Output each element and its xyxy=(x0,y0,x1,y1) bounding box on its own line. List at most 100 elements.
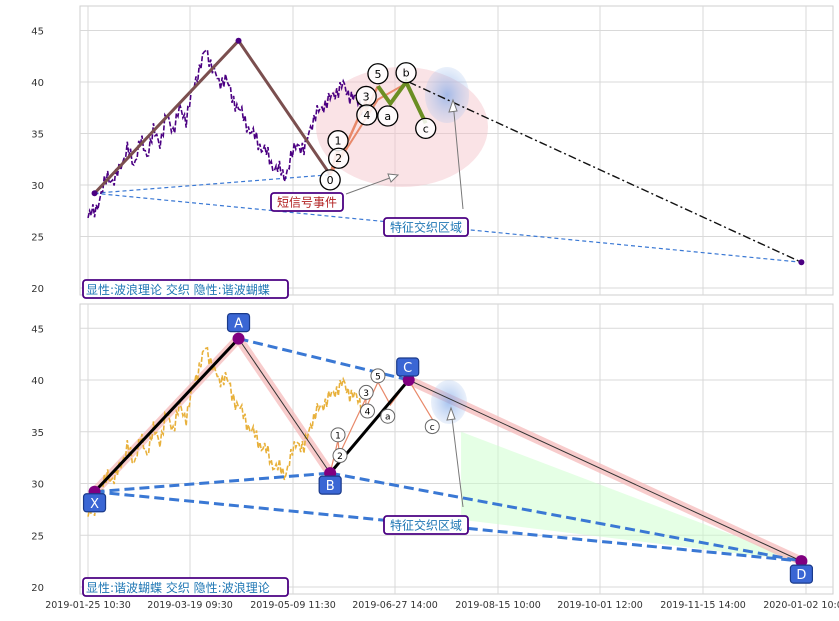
legend-box-bottom xyxy=(82,577,289,597)
small-wave-label-c: c xyxy=(430,423,435,433)
small-wave-label-2: 2 xyxy=(337,452,343,462)
small-wave-circle xyxy=(359,403,375,419)
point-label-A: A xyxy=(234,317,243,332)
point-label-X: X xyxy=(90,497,99,512)
x-tick-label: 2020-01-02 10:00 xyxy=(763,600,839,611)
interweave-annotation-bottom: 特征交织区域 xyxy=(390,518,462,533)
legend-top: 显性:波浪理论 交织 隐性:谐波蝴蝶 xyxy=(86,282,270,297)
pivot-marker xyxy=(798,259,805,266)
small-wave-circle xyxy=(330,427,346,443)
point-label-B: B xyxy=(326,479,335,494)
small-wave-circle xyxy=(358,384,374,400)
top-panel: 0 1 2 3 4 5 a b c 显性:波浪理论 交织 隐性:谐波蝴蝶 xyxy=(82,37,805,299)
x-tick-label: 2019-10-01 12:00 xyxy=(557,600,643,611)
blue-halo xyxy=(431,380,467,424)
wave-label-4: 4 xyxy=(363,109,370,122)
wave-label-circle xyxy=(377,105,399,127)
wave-label-2: 2 xyxy=(335,152,342,165)
y-tick-label: 20 xyxy=(31,583,44,594)
annotation-arrowhead xyxy=(448,98,458,113)
zigzag-leg-thin xyxy=(238,40,331,175)
blue-halo xyxy=(425,67,469,123)
wave-label-circle xyxy=(367,63,389,85)
legend-box-top xyxy=(82,279,289,299)
corrective-wave xyxy=(376,78,428,125)
x-tick-label: 2019-11-15 14:00 xyxy=(660,600,746,611)
x-tick-label: 2019-03-19 09:30 xyxy=(147,600,233,611)
small-wave-circle xyxy=(370,368,386,384)
leg-AB xyxy=(238,338,331,474)
small-wave-label-3: 3 xyxy=(363,389,369,399)
y-tick-label: 40 xyxy=(31,78,44,89)
small-wave-label-1: 1 xyxy=(335,431,341,441)
y-tick-label: 45 xyxy=(31,324,44,335)
y-tick-label: 35 xyxy=(31,130,44,141)
annotation-arrow xyxy=(450,409,464,508)
y-tick-label: 40 xyxy=(31,376,44,387)
wave-label-a: a xyxy=(384,110,391,123)
small-wave-circle xyxy=(380,408,396,424)
price-series xyxy=(87,346,364,517)
small-wave-label-5: 5 xyxy=(375,372,381,382)
point-box-B xyxy=(318,475,342,495)
wave-label-3: 3 xyxy=(363,90,370,103)
wave-label-circle xyxy=(319,169,341,191)
annotation-box-bottom xyxy=(383,515,469,535)
pivot-marker xyxy=(91,190,98,197)
trend-dashed-line xyxy=(94,174,331,194)
y-tick-label: 30 xyxy=(31,181,44,192)
legend-bottom: 显性:谐波蝴蝶 交织 隐性:波浪理论 xyxy=(86,580,270,595)
leg-XA xyxy=(93,337,240,493)
point-box-C xyxy=(396,357,420,377)
wave-label-circle xyxy=(356,104,378,126)
x-tick-label: 2019-08-15 10:00 xyxy=(455,600,541,611)
small-wave-circle xyxy=(424,419,440,435)
pivot-dot-C xyxy=(402,374,415,386)
wave-label-1: 1 xyxy=(335,135,342,148)
y-tick-label: 25 xyxy=(31,531,44,542)
pivot-dot-D xyxy=(795,555,808,568)
point-box-A xyxy=(226,313,251,333)
short-signal-annotation: 短信号事件 xyxy=(277,196,337,210)
x-tick-label: 2019-06-27 14:00 xyxy=(352,600,438,611)
harmonic-dashed-line xyxy=(94,471,331,494)
point-box-D xyxy=(789,564,814,584)
harmonic-dashed-line xyxy=(94,490,802,563)
small-wave-label-4: 4 xyxy=(365,408,371,418)
wave-label-5: 5 xyxy=(374,68,381,81)
annotation-arrowhead xyxy=(446,406,456,421)
small-wave-circle xyxy=(332,448,348,464)
annotation-arrowhead xyxy=(387,173,400,183)
small-wave-label-a: a xyxy=(385,413,391,423)
y-tick-label: 20 xyxy=(31,284,44,295)
y-tick-label: 30 xyxy=(31,480,44,491)
point-box-X xyxy=(82,493,107,513)
x-tick-label: 2019-05-09 11:30 xyxy=(250,600,336,611)
x-tick-label: 2019-01-25 10:30 xyxy=(45,600,131,611)
price-series xyxy=(87,48,364,219)
wave-label-c: c xyxy=(423,122,429,135)
point-label-C: C xyxy=(403,361,412,376)
y-tick-label: 45 xyxy=(31,27,44,38)
impulse-wave-trend xyxy=(329,81,410,176)
short-signal-annotation-box xyxy=(270,192,344,212)
harmonic-zone xyxy=(461,431,802,562)
wave-label-circle xyxy=(415,117,437,140)
wave-label-0: 0 xyxy=(327,174,334,187)
pivot-marker xyxy=(235,37,242,44)
y-tick-label: 25 xyxy=(31,233,44,244)
wave-label-circle xyxy=(395,62,417,84)
top-panel-frame xyxy=(79,5,834,296)
harmonic-dashed-line xyxy=(329,471,802,563)
pivot-dot-A xyxy=(232,332,245,345)
annotation-arrow xyxy=(452,101,464,210)
wave-label-b: b xyxy=(403,67,410,80)
trend-dashed-line xyxy=(94,192,802,263)
interweave-annotation-top: 特征交织区域 xyxy=(390,220,462,235)
point-label-D: D xyxy=(796,568,806,583)
leg-CD xyxy=(408,379,802,562)
wave-label-circle xyxy=(328,147,350,169)
